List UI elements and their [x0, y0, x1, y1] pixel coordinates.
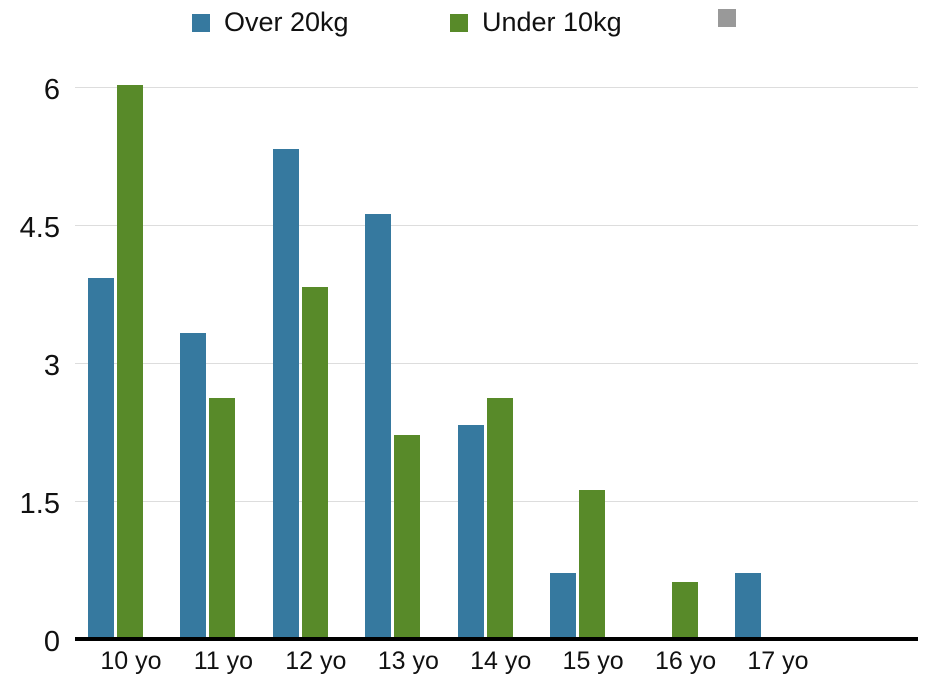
x-axis-category-label: 16 yo — [654, 647, 717, 675]
y-axis-tick-label: 0 — [43, 626, 60, 658]
y-axis-tick-label: 3 — [43, 350, 60, 382]
bar-under-10kg-13-yo — [394, 434, 421, 637]
bar-under-10kg-15-yo — [579, 489, 606, 637]
bar-under-10kg-12-yo — [301, 287, 328, 637]
bar-under-10kg-16-yo — [671, 581, 698, 637]
legend-swatch-over-20kg-icon — [192, 13, 210, 32]
gridline-4.5 — [75, 225, 918, 226]
bar-over-20kg-10-yo — [88, 278, 114, 637]
bar-over-20kg-12-yo — [272, 149, 299, 637]
bar-over-20kg-13-yo — [365, 213, 392, 637]
y-axis-tick-label: 4.5 — [19, 212, 60, 244]
bar-over-20kg-14-yo — [457, 425, 484, 637]
bar-under-10kg-14-yo — [486, 397, 513, 637]
legend-swatch-extra-icon — [718, 9, 736, 27]
gridline-3 — [75, 363, 918, 364]
x-axis-category-label: 10 yo — [100, 647, 162, 675]
legend-label: Under 10kg — [482, 7, 622, 37]
x-axis-category-label: 17 yo — [747, 647, 809, 675]
legend-item-under-10kg: Under 10kg — [450, 9, 622, 36]
bar-over-20kg-15-yo — [550, 572, 577, 637]
y-axis-tick-label: 1.5 — [19, 488, 60, 520]
y-axis-tick-label: 6 — [43, 74, 60, 106]
x-axis-category-label: 14 yo — [470, 647, 532, 675]
legend-item-over-20kg: Over 20kg — [192, 9, 349, 36]
legend-swatch-under-10kg-icon — [450, 13, 468, 32]
x-axis-category-label: 11 yo — [193, 647, 254, 675]
x-axis-line — [75, 637, 918, 641]
bar-over-20kg-11-yo — [180, 333, 207, 637]
legend-item-extra — [718, 9, 736, 27]
bar-under-10kg-11-yo — [209, 397, 236, 637]
x-axis-category-label: 13 yo — [377, 647, 439, 675]
x-axis-category-label: 12 yo — [285, 647, 347, 675]
gridline-6 — [75, 87, 918, 88]
x-axis-category-label: 15 yo — [562, 647, 624, 675]
legend-label: Over 20kg — [224, 7, 349, 37]
bar-under-10kg-10-yo — [117, 85, 143, 637]
bar-over-20kg-17-yo — [735, 572, 761, 637]
